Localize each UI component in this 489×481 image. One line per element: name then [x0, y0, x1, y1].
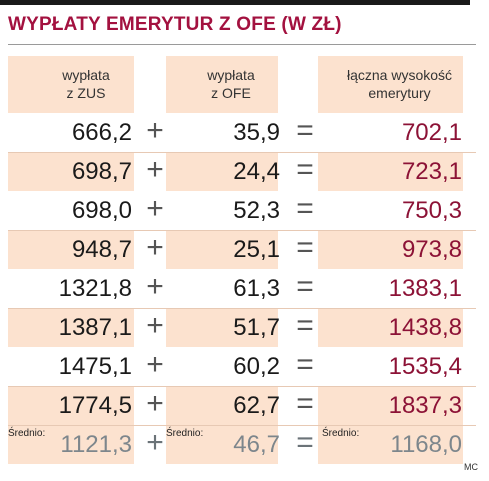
average-total-value: 1168,0	[390, 431, 462, 458]
ofe-value: 52,3	[233, 197, 280, 224]
table-row: 698,0 +52,3 = 750,3	[8, 191, 476, 231]
average-label-ofe: Średnio:	[166, 428, 204, 439]
table-row: 1321,8 +61,3 = 1383,1	[8, 269, 476, 309]
zus-value: 1475,1	[58, 353, 132, 380]
ofe-value: 25,1	[233, 236, 280, 263]
table-row: 666,2 +35,9 = 702,1	[8, 113, 476, 153]
table-row: 1387,1 +51,7 = 1438,8	[8, 308, 476, 348]
table-row: 1475,1 +60,2 = 1535,4	[8, 347, 476, 387]
zus-value: 1774,5	[58, 392, 132, 419]
average-zus-value: 1121,3	[60, 431, 132, 458]
equals-sign: =	[296, 114, 314, 147]
zus-value: 1321,8	[58, 275, 132, 302]
total-value: 702,1	[401, 119, 462, 146]
equals-sign: =	[296, 192, 314, 225]
total-value: 1438,8	[388, 314, 462, 341]
table-row: 1774,5 +62,7 = 1837,3	[8, 386, 476, 426]
table-row: 698,7 +24,4 = 723,1	[8, 152, 476, 192]
row-divider	[8, 386, 476, 387]
ofe-value: 51,7	[233, 314, 280, 341]
header-zus: wypłata z ZUS	[8, 56, 134, 112]
zus-value: 698,0	[71, 197, 132, 224]
header-ofe-line2: z OFE	[211, 85, 251, 101]
plus-sign: +	[146, 387, 164, 420]
header-zus-line2: z ZUS	[66, 85, 106, 101]
equals-sign: =	[296, 387, 314, 420]
average-label-total: Średnio:	[322, 428, 360, 439]
plus-sign: +	[146, 192, 164, 225]
plus-sign: +	[146, 153, 164, 186]
row-divider	[8, 152, 476, 153]
equals-sign: =	[296, 348, 314, 381]
total-value: 723,1	[401, 158, 462, 185]
equals-sign: =	[296, 426, 314, 459]
equals-sign: =	[296, 153, 314, 186]
table-row: 948,7 +25,1 = 973,8	[8, 230, 476, 270]
row-divider	[8, 230, 476, 231]
total-value: 750,3	[401, 197, 462, 224]
title-separator	[8, 44, 476, 45]
zus-value: 948,7	[71, 236, 132, 263]
ofe-value: 61,3	[233, 275, 280, 302]
table-title: WYPŁATY EMERYTUR Z OFE (W ZŁ)	[8, 14, 342, 35]
top-rule	[0, 0, 470, 5]
ofe-value: 35,9	[233, 119, 280, 146]
row-divider	[8, 308, 476, 309]
header-ofe-line1: wypłata	[207, 67, 255, 83]
zus-value: 1387,1	[58, 314, 132, 341]
row-divider	[8, 425, 476, 426]
plus-sign: +	[146, 348, 164, 381]
plus-sign: +	[146, 309, 164, 342]
average-ofe-value: 46,7	[233, 431, 280, 458]
header-total: łączna wysokość emerytury	[318, 56, 463, 112]
ofe-value: 60,2	[233, 353, 280, 380]
equals-sign: =	[296, 270, 314, 303]
plus-sign: +	[146, 231, 164, 264]
header-total-line2: emerytury	[368, 85, 431, 101]
ofe-value: 62,7	[233, 392, 280, 419]
average-row: Średnio: 1121,3 + Średnio: 46,7 = Średni…	[8, 425, 476, 464]
total-value: 973,8	[401, 236, 462, 263]
zus-value: 666,2	[71, 119, 132, 146]
total-value: 1837,3	[388, 392, 462, 419]
plus-sign: +	[146, 114, 164, 147]
plus-sign: +	[146, 426, 164, 459]
credit: MC	[464, 462, 478, 472]
plus-sign: +	[146, 270, 164, 303]
total-value: 1383,1	[388, 275, 462, 302]
total-value: 1535,4	[388, 353, 462, 380]
header-total-line1: łączna wysokość	[346, 67, 453, 83]
header-ofe: wypłata z OFE	[166, 56, 278, 112]
zus-value: 698,7	[71, 158, 132, 185]
header-zus-line1: wypłata	[62, 67, 110, 83]
ofe-value: 24,4	[233, 158, 280, 185]
equals-sign: =	[296, 231, 314, 264]
average-label-zus: Średnio:	[8, 428, 46, 439]
equals-sign: =	[296, 309, 314, 342]
